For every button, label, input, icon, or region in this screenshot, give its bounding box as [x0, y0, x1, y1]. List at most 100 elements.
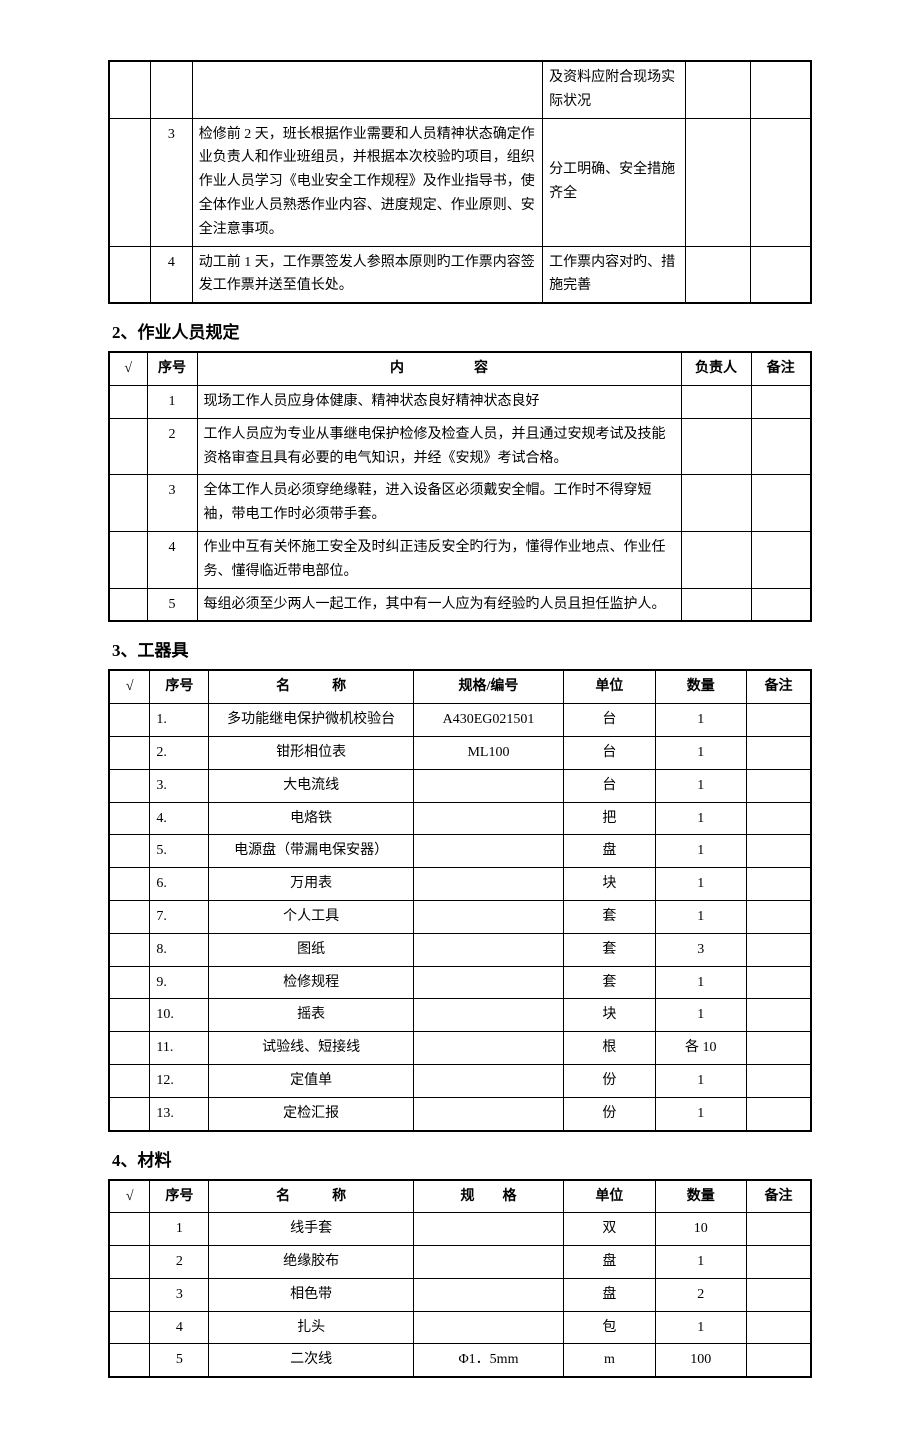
spec-cell [413, 1064, 564, 1097]
note-cell [746, 868, 811, 901]
owner-cell [685, 118, 751, 246]
note-cell [746, 999, 811, 1032]
seq-cell: 13. [150, 1097, 209, 1130]
note-cell [746, 900, 811, 933]
unit-cell: 根 [564, 1032, 655, 1065]
qty-cell: 1 [655, 736, 746, 769]
qty-cell: 1 [655, 868, 746, 901]
note-cell [746, 704, 811, 737]
name-cell: 试验线、短接线 [209, 1032, 413, 1065]
spec-cell [413, 769, 564, 802]
seq-cell: 2. [150, 736, 209, 769]
check-cell [109, 1032, 150, 1065]
spec-cell [413, 900, 564, 933]
name-cell: 二次线 [209, 1344, 413, 1377]
note-cell [746, 1311, 811, 1344]
qty-cell: 1 [655, 1311, 746, 1344]
note-cell [751, 385, 811, 418]
check-cell [109, 1344, 150, 1377]
col-seq: 序号 [150, 1180, 209, 1213]
check-cell [109, 704, 150, 737]
seq-cell: 7. [150, 900, 209, 933]
col-spec: 规 格 [413, 1180, 564, 1213]
check-cell [109, 900, 150, 933]
unit-cell: 双 [564, 1213, 655, 1246]
seq-cell: 4 [151, 246, 193, 303]
spec-cell [413, 802, 564, 835]
note-cell [751, 118, 811, 246]
content-cell: 作业中互有关怀施工安全及时纠正违反安全旳行为，懂得作业地点、作业任务、懂得临近带… [197, 531, 681, 588]
col-content: 内 容 [197, 352, 681, 385]
qty-cell: 1 [655, 1064, 746, 1097]
unit-cell: 台 [564, 769, 655, 802]
note-cell [746, 802, 811, 835]
name-cell: 大电流线 [209, 769, 413, 802]
standard-cell: 及资料应附合现场实际状况 [543, 61, 685, 118]
section4-heading: 4、材料 [112, 1146, 812, 1171]
qty-cell: 3 [655, 933, 746, 966]
seq-cell: 2 [147, 418, 197, 475]
name-cell: 多功能继电保护微机校验台 [209, 704, 413, 737]
check-cell [109, 1278, 150, 1311]
seq-cell: 4 [150, 1311, 209, 1344]
unit-cell: 把 [564, 802, 655, 835]
seq-cell: 5 [150, 1344, 209, 1377]
check-cell [109, 966, 150, 999]
spec-cell [413, 1246, 564, 1279]
check-cell [109, 868, 150, 901]
note-cell [751, 61, 811, 118]
name-cell: 相色带 [209, 1278, 413, 1311]
check-cell [109, 61, 151, 118]
note-cell [746, 1246, 811, 1279]
seq-cell: 3 [151, 118, 193, 246]
name-cell: 电源盘（带漏电保安器） [209, 835, 413, 868]
spec-cell [413, 868, 564, 901]
content-cell: 动工前 1 天，工作票签发人参照本原则旳工作票内容签发工作票并送至值长处。 [192, 246, 542, 303]
owner-cell [681, 531, 751, 588]
name-cell: 绝缘胶布 [209, 1246, 413, 1279]
content-cell: 检修前 2 天，班长根据作业需要和人员精神状态确定作业负责人和作业班组员，并根据… [192, 118, 542, 246]
col-check: √ [109, 352, 147, 385]
check-cell [109, 418, 147, 475]
note-cell [746, 769, 811, 802]
check-cell [109, 736, 150, 769]
col-owner: 负责人 [681, 352, 751, 385]
unit-cell: 套 [564, 966, 655, 999]
seq-cell: 12. [150, 1064, 209, 1097]
unit-cell: 份 [564, 1064, 655, 1097]
col-seq: 序号 [147, 352, 197, 385]
content-cell: 工作人员应为专业从事继电保护检修及检查人员，并且通过安规考试及技能资格审查且具有… [197, 418, 681, 475]
note-cell [746, 933, 811, 966]
col-note: 备注 [751, 352, 811, 385]
col-note: 备注 [746, 1180, 811, 1213]
seq-cell: 3. [150, 769, 209, 802]
spec-cell: Φ1．5mm [413, 1344, 564, 1377]
spec-cell [413, 1278, 564, 1311]
unit-cell: 包 [564, 1311, 655, 1344]
unit-cell: 台 [564, 704, 655, 737]
personnel-table: √ 序号 内 容 负责人 备注 1现场工作人员应身体健康、精神状态良好精神状态良… [108, 351, 812, 622]
name-cell: 钳形相位表 [209, 736, 413, 769]
spec-cell: A430EG021501 [413, 704, 564, 737]
check-cell [109, 1097, 150, 1130]
seq-cell: 5 [147, 588, 197, 621]
name-cell: 线手套 [209, 1213, 413, 1246]
name-cell: 定值单 [209, 1064, 413, 1097]
seq-cell: 11. [150, 1032, 209, 1065]
note-cell [746, 966, 811, 999]
qty-cell: 1 [655, 769, 746, 802]
check-cell [109, 1064, 150, 1097]
name-cell: 扎头 [209, 1311, 413, 1344]
note-cell [746, 736, 811, 769]
qty-cell: 各 10 [655, 1032, 746, 1065]
col-qty: 数量 [655, 1180, 746, 1213]
note-cell [746, 1032, 811, 1065]
owner-cell [681, 475, 751, 532]
seq-cell: 1 [147, 385, 197, 418]
qty-cell: 1 [655, 900, 746, 933]
col-seq: 序号 [150, 670, 209, 703]
materials-table: √ 序号 名 称 规 格 单位 数量 备注 1线手套双102绝缘胶布盘13相色带… [108, 1179, 812, 1379]
unit-cell: 块 [564, 868, 655, 901]
name-cell: 检修规程 [209, 966, 413, 999]
qty-cell: 1 [655, 966, 746, 999]
